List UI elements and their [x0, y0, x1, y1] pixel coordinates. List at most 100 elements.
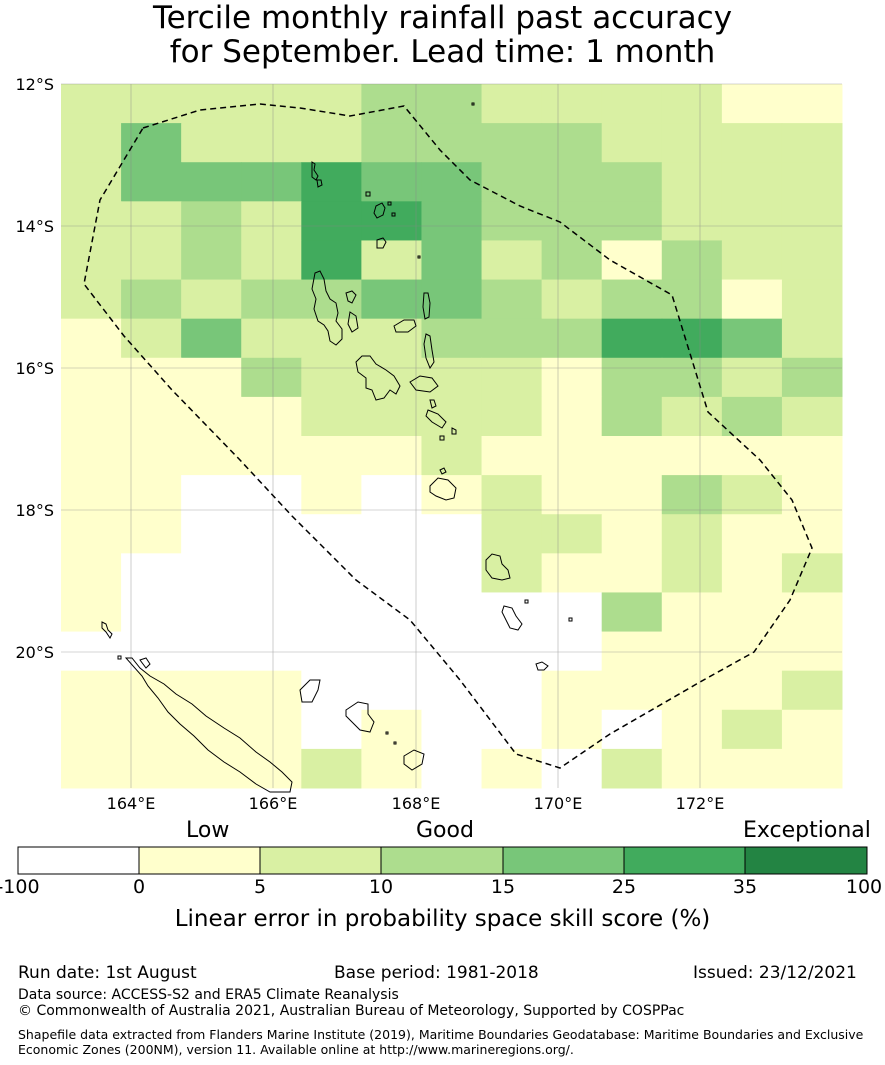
colorbar-tick: 5 [253, 876, 267, 898]
skill-cell [421, 592, 483, 633]
skill-cell [601, 396, 663, 437]
skill-cell [721, 123, 783, 163]
copyright: © Commonwealth of Australia 2021, Austra… [18, 1003, 685, 1019]
skill-cell [541, 357, 603, 398]
skill-cell [421, 748, 483, 789]
skill-cell [481, 396, 543, 437]
skill-cell [601, 748, 663, 789]
skill-cell [361, 514, 422, 554]
island-coastlines [101, 102, 573, 793]
skill-cell [481, 514, 543, 554]
skill-cell [661, 162, 723, 202]
skill-cell [781, 592, 843, 633]
skill-cell [421, 631, 483, 672]
skill-cell [541, 318, 603, 359]
skill-cell [481, 357, 543, 398]
colorbar-swatch [17, 846, 140, 875]
longitude-label: 168°E [392, 794, 441, 813]
skill-cell [121, 514, 182, 554]
skill-cell [721, 84, 783, 124]
colorbar-tick: -100 [0, 876, 40, 898]
skill-cell [301, 553, 362, 593]
skill-cell [121, 709, 182, 750]
skill-cell [301, 84, 362, 124]
skill-cell [61, 201, 122, 241]
skill-cell [121, 240, 182, 281]
skill-cell [541, 475, 603, 515]
skill-cell [181, 670, 242, 711]
skill-cell [301, 240, 362, 281]
skill-grid [61, 84, 843, 789]
skill-cell [661, 709, 723, 750]
skill-cell [541, 396, 603, 437]
skill-cell [721, 553, 783, 593]
skill-cell [361, 631, 422, 672]
skill-cell [481, 436, 543, 476]
skill-cell [661, 396, 723, 437]
skill-cell [181, 357, 242, 398]
skill-cell [421, 475, 483, 515]
skill-cell [661, 84, 723, 124]
skill-cell [541, 279, 603, 320]
skill-cell [481, 123, 543, 163]
skill-cell [421, 123, 483, 163]
skill-cell [121, 475, 182, 515]
skill-cell [61, 553, 122, 593]
skill-cell [541, 84, 603, 124]
issued-date: Issued: 23/12/2021 [693, 963, 857, 983]
skill-cell [781, 357, 843, 398]
skill-cell [661, 123, 723, 163]
skill-cell [241, 240, 302, 281]
skill-cell [541, 553, 603, 593]
skill-cell [121, 748, 182, 789]
longitude-label: 166°E [249, 794, 298, 813]
skill-cell [661, 475, 723, 515]
skill-cell [721, 162, 783, 202]
skill-cell [481, 475, 543, 515]
skill-cell [361, 84, 422, 124]
skill-cell [61, 748, 122, 789]
skill-cell [181, 84, 242, 124]
skill-cell [721, 357, 783, 398]
skill-cell [181, 240, 242, 281]
latitude-label: 18°S [15, 501, 54, 520]
skill-cell [241, 709, 302, 750]
skill-cell [661, 748, 723, 789]
skill-cell [781, 84, 843, 124]
map-gridlines [61, 83, 842, 788]
latitude-label: 12°S [15, 75, 54, 94]
skill-cell [361, 670, 422, 711]
skill-cell [241, 396, 302, 437]
skill-cell [601, 514, 663, 554]
skill-cell [301, 475, 362, 515]
skill-cell [61, 318, 122, 359]
skill-cell [181, 748, 242, 789]
skill-cell [721, 240, 783, 281]
skill-cell [781, 279, 843, 320]
skill-cell [781, 436, 843, 476]
skill-cell [421, 279, 483, 320]
skill-cell [601, 123, 663, 163]
skill-cell [121, 631, 182, 672]
skill-cell [601, 631, 663, 672]
skill-cell [481, 709, 543, 750]
colorbar-swatch [138, 846, 261, 875]
colorbar-swatch [259, 846, 382, 875]
skill-cell [781, 670, 843, 711]
skill-cell [781, 748, 843, 789]
skill-cell [661, 592, 723, 633]
skill-cell [601, 84, 663, 124]
skill-cell [301, 162, 362, 202]
skill-cell [781, 553, 843, 593]
skill-cell [301, 436, 362, 476]
skill-cell [661, 201, 723, 241]
skill-cell [301, 748, 362, 789]
skill-cell [781, 162, 843, 202]
skill-cell [721, 436, 783, 476]
skill-cell [181, 201, 242, 241]
longitude-label: 170°E [534, 794, 583, 813]
skill-cell [661, 631, 723, 672]
skill-cell [241, 514, 302, 554]
skill-cell [421, 201, 483, 241]
skill-cell [61, 396, 122, 437]
